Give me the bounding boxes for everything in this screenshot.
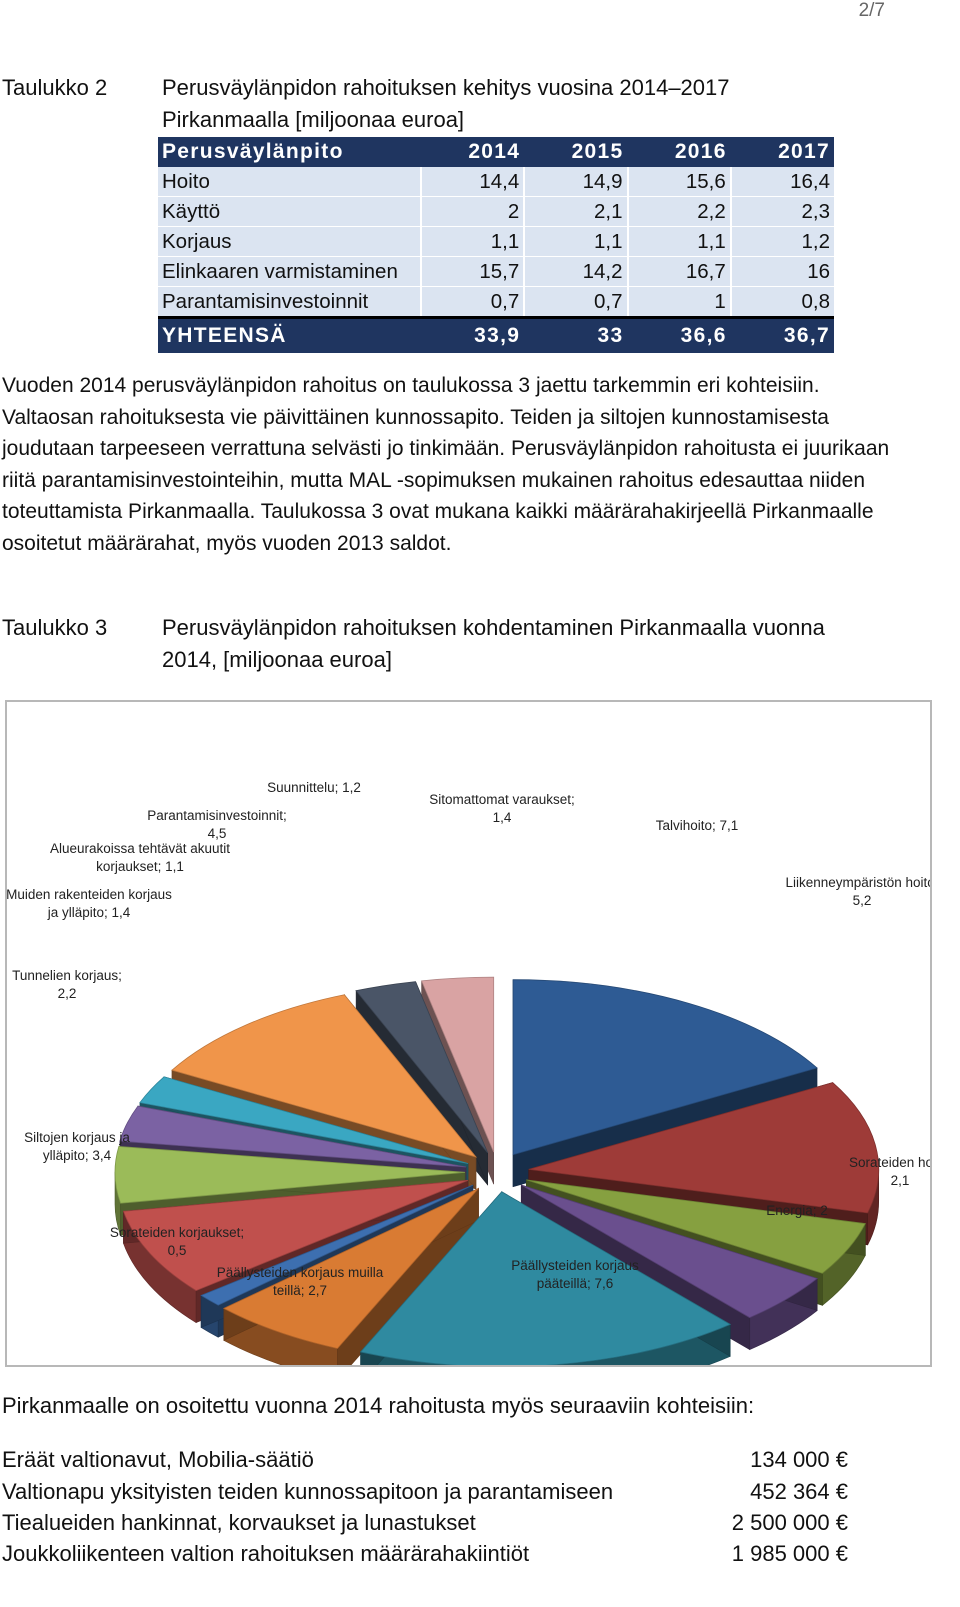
table-cell: 2,1 — [523, 196, 628, 227]
total-cell: 36,7 — [730, 316, 834, 353]
table-cell: 16,4 — [729, 167, 834, 197]
allocation-pie-chart: Talvihoito; 7,1 Liikenneympäristön hoito;… — [5, 700, 932, 1367]
allocation-row: Tiealueiden hankinnat, korvaukset ja lun… — [2, 1510, 848, 1542]
table2-caption-line1: Perusväylänpidon rahoituksen kehitys vuo… — [162, 75, 730, 100]
table-cell: 1 — [626, 286, 731, 318]
after-chart-text: Pirkanmaalle on osoitettu vuonna 2014 ra… — [2, 1393, 755, 1418]
header-cell: 2016 — [627, 137, 731, 167]
page-number: 2/7 — [858, 0, 885, 21]
pie-slice-label: Suunnittelu; 1,2 — [267, 780, 361, 795]
header-cell: 2017 — [730, 137, 834, 167]
table-cell: 0,7 — [523, 286, 628, 318]
pie-slice-label: Sitomattomat varaukset; 1,4 — [429, 792, 575, 825]
pie-slice-label: Siltojen korjaus ja ylläpito; 3,4 — [24, 1130, 130, 1163]
table-row: Hoito 14,4 14,9 15,6 16,4 — [158, 167, 834, 197]
allocation-amount: 134 000 € — [750, 1447, 848, 1472]
table-cell: 1,1 — [419, 226, 525, 257]
table-cell: 2,3 — [729, 196, 834, 227]
allocation-row: Eräät valtionavut, Mobilia-säätiö 134 00… — [2, 1447, 848, 1479]
total-cell: 36,6 — [627, 316, 731, 353]
table-total-row: YHTEENSÄ 33,9 33 36,6 36,7 — [158, 316, 834, 353]
table-row: Korjaus 1,1 1,1 1,1 1,2 — [158, 226, 834, 257]
pie-slice-label: Päällysteiden korjaus muilla teillä; 2,7 — [217, 1265, 384, 1298]
header-cell: 2015 — [524, 137, 628, 167]
pie-slice-label: Päällysteiden korjaus pääteillä; 7,6 — [511, 1258, 639, 1291]
pie-slice-label: Parantamisinvestoinnit; 4,5 — [147, 808, 287, 841]
pie-slice — [200, 1184, 474, 1306]
pie-slice-label: Energia; 2 — [766, 1203, 828, 1218]
header-cell: 2014 — [421, 137, 525, 167]
pie-slice — [355, 981, 489, 1154]
table-cell: Hoito — [162, 169, 210, 193]
table2-label: Taulukko 2 — [2, 75, 108, 100]
total-cell: 33,9 — [421, 316, 525, 353]
table-cell: 16 — [729, 256, 834, 287]
pie-slice — [222, 1187, 479, 1349]
table-cell: Parantamisinvestoinnit — [162, 289, 369, 313]
pie-slice — [171, 994, 478, 1158]
table-cell: 14,2 — [523, 256, 628, 287]
pie-slice-label: Talvihoito; 7,1 — [656, 818, 739, 833]
table-row: Käyttö 2 2,1 2,2 2,3 — [158, 196, 834, 227]
allocation-amount: 1 985 000 € — [731, 1541, 848, 1566]
pie-slice — [119, 1105, 467, 1168]
pie-slice-label: Tunnelien korjaus; 2,2 — [12, 968, 122, 1001]
table-cell: 0,8 — [729, 286, 834, 318]
allocation-label: Valtionapu yksityisten teiden kunnossapi… — [2, 1479, 614, 1504]
allocation-row: Valtionapu yksityisten teiden kunnossapi… — [2, 1479, 848, 1511]
pie-slice — [526, 1179, 866, 1274]
table-row: Parantamisinvestoinnit 0,7 0,7 1 0,8 — [158, 286, 834, 318]
allocation-row: Joukkoliikenteen valtion rahoituksen mää… — [2, 1541, 848, 1573]
table-cell: 16,7 — [626, 256, 731, 287]
pie-slice — [421, 976, 495, 1153]
pie-slice — [528, 1082, 880, 1214]
table-cell: Käyttö — [162, 199, 221, 223]
pie-slice-label: Sorateiden korjaukset; 0,5 — [110, 1225, 244, 1258]
table-cell: 0,7 — [419, 286, 525, 318]
allocation-amount: 452 364 € — [750, 1479, 848, 1504]
table3-label: Taulukko 3 — [2, 615, 108, 640]
pie-slice — [359, 1191, 732, 1365]
table2-caption-line2: Pirkanmaalla [miljoonaa euroa] — [162, 107, 465, 132]
table-header-row: Perusväylänpito 2014 2015 2016 2017 — [158, 137, 834, 167]
table-cell: 1,2 — [729, 226, 834, 257]
pie-slice — [139, 1076, 469, 1164]
table-cell: Elinkaaren varmistaminen — [162, 259, 398, 283]
allocation-label: Eräät valtionavut, Mobilia-säätiö — [2, 1447, 314, 1472]
table-cell: 1,1 — [626, 226, 731, 257]
pie-slice — [114, 1146, 466, 1204]
table-cell: 2 — [419, 196, 525, 227]
pie-slice-label: Muiden rakenteiden korjaus ja ylläpito; 1… — [7, 887, 172, 920]
pie-slice-label: Alueurakoissa tehtävät akuutit korjaukset… — [50, 841, 230, 874]
pie-slice-label: Liikenneympäristön hoito; 5,2 — [785, 875, 930, 908]
header-cell: Perusväylänpito — [158, 137, 421, 167]
pie-slice-label: Sorateiden hoito;2,1 — [849, 1155, 930, 1188]
table-cell: 2,2 — [626, 196, 731, 227]
table-cell: 1,1 — [523, 226, 628, 257]
table-cell: 14,9 — [523, 167, 628, 197]
table-cell: 15,6 — [626, 167, 731, 197]
table-row: Elinkaaren varmistaminen 15,7 14,2 16,7 … — [158, 256, 834, 287]
pie-chart-svg: Talvihoito; 7,1 Liikenneympäristön hoito;… — [7, 780, 930, 1365]
total-cell: 33 — [524, 316, 628, 353]
allocation-amount: 2 500 000 € — [731, 1510, 848, 1535]
pie-slice — [122, 1179, 469, 1292]
body-paragraph: Vuoden 2014 perusväylänpidon rahoitus on… — [2, 374, 890, 555]
table-cell: 15,7 — [419, 256, 525, 287]
table3-caption-line1: Perusväylänpidon rahoituksen kohdentamin… — [162, 615, 825, 640]
funding-table: Perusväylänpito 2014 2015 2016 2017 Hoit… — [158, 137, 834, 353]
table3-caption-line2: 2014, [miljoonaa euroa] — [162, 647, 392, 672]
table-cell: 14,4 — [419, 167, 525, 197]
table-cell: Korjaus — [162, 229, 232, 253]
pie-slice — [521, 1184, 819, 1319]
allocation-label: Tiealueiden hankinnat, korvaukset ja lun… — [2, 1510, 476, 1535]
pie-slice — [512, 979, 818, 1156]
total-cell: YHTEENSÄ — [158, 316, 421, 353]
allocation-label: Joukkoliikenteen valtion rahoituksen mää… — [2, 1541, 530, 1566]
